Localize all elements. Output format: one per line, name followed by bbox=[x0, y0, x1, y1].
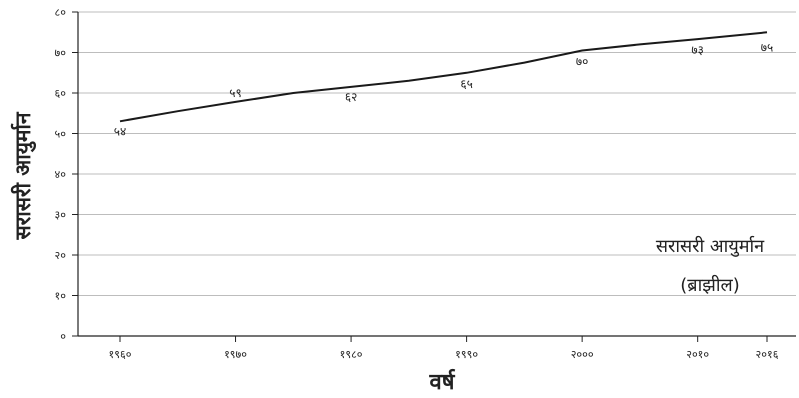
y-tick-label: ५० bbox=[55, 128, 67, 141]
x-tick-label: १९८० bbox=[340, 348, 363, 361]
y-tick-label: ४० bbox=[55, 168, 67, 181]
x-tick-label: १९९० bbox=[455, 348, 478, 361]
data-label: ५४ bbox=[114, 124, 126, 138]
x-tick-label: १९७० bbox=[224, 348, 247, 361]
x-tick-label: १९६० bbox=[109, 348, 132, 361]
x-tick-label: २०१० bbox=[686, 348, 709, 361]
y-tick-label: ० bbox=[60, 330, 66, 343]
x-tick-label: २०१६ bbox=[756, 348, 779, 361]
data-label: ६२ bbox=[345, 90, 357, 104]
x-ticks: १९६० १९७० १९८० १९९० २००० २०१० २०१६ bbox=[109, 336, 779, 361]
data-label: ६५ bbox=[460, 77, 472, 91]
y-tick-label: २० bbox=[55, 249, 67, 262]
annotation-line-2: (ब्राझील) bbox=[680, 274, 739, 296]
y-tick-label: ८० bbox=[55, 6, 67, 19]
y-tick-label: ६० bbox=[55, 87, 67, 100]
data-label: ५९ bbox=[229, 86, 241, 100]
data-label: ७० bbox=[576, 54, 588, 68]
data-label: ७३ bbox=[691, 43, 703, 57]
y-axis-title: सरासरी आयुर्मान bbox=[10, 111, 37, 240]
gridlines bbox=[78, 11, 796, 296]
x-tick-label: २००० bbox=[571, 348, 594, 361]
annotation-line-1: सरासरी आयुर्मान bbox=[656, 235, 765, 257]
y-tick-label: ७० bbox=[55, 47, 67, 60]
series-line bbox=[119, 31, 768, 123]
y-tick-label: १० bbox=[55, 290, 67, 303]
x-axis-title: वर्ष bbox=[429, 368, 456, 395]
y-tick-label: ३० bbox=[55, 209, 67, 222]
data-label: ७५ bbox=[761, 40, 773, 54]
data-labels: ५४ ५९ ६२ ६५ ७० ७३ ७५ bbox=[114, 40, 773, 138]
y-ticks: ० १० २० ३० ४० ५० ६० ७० ८० bbox=[55, 6, 78, 343]
